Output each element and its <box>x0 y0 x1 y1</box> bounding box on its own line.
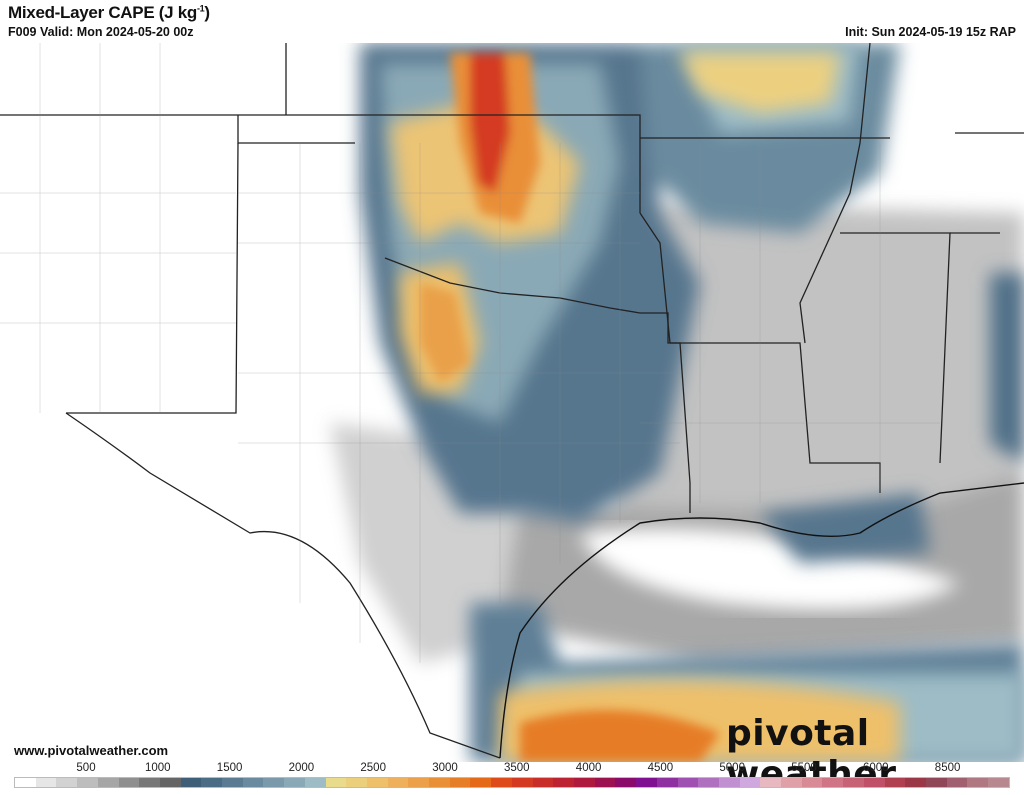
colorbar-swatch <box>139 778 160 787</box>
colorbar-swatch <box>739 778 761 787</box>
colorbar-swatch <box>449 778 471 787</box>
colorbar-label: 3000 <box>432 762 458 774</box>
colorbar-swatch <box>366 778 388 787</box>
colorbar-swatch <box>263 778 285 787</box>
state-borders <box>0 43 1024 759</box>
colorbar-swatch <box>429 778 450 787</box>
colorbar-swatch <box>573 778 595 787</box>
colorbar-swatch <box>781 778 802 787</box>
valid-time: F009 Valid: Mon 2024-05-20 00z <box>8 25 194 39</box>
colorbar-swatch <box>242 778 264 787</box>
colorbar-swatch <box>843 778 864 787</box>
colorbar-swatch <box>387 778 409 787</box>
colorbar-swatch <box>470 778 492 787</box>
colorbar-swatch <box>801 778 823 787</box>
colorbar-swatch <box>222 778 243 787</box>
county-lines <box>0 43 940 663</box>
colorbar-label: 2000 <box>288 762 315 774</box>
pivotal-weather-logo: pivotal weather <box>726 713 897 795</box>
colorbar-swatch <box>553 778 574 787</box>
colorbar-swatch <box>408 778 430 787</box>
colorbar-swatch <box>532 778 554 787</box>
gulf-coastline <box>499 482 1024 759</box>
colorbar-swatch <box>284 778 305 787</box>
colorbar-swatch <box>35 778 57 787</box>
colorbar-label: 1500 <box>216 762 243 774</box>
colorbar <box>14 777 1010 788</box>
colorbar-swatch <box>97 778 119 787</box>
colorbar-swatch <box>677 778 699 787</box>
colorbar-swatch <box>491 778 512 787</box>
init-time: Init: Sun 2024-05-19 15z RAP <box>845 25 1016 39</box>
colorbar-swatch <box>967 778 989 787</box>
colorbar-swatch <box>822 778 844 787</box>
colorbar-label: 8500 <box>934 762 961 774</box>
colorbar-swatch <box>988 778 1009 787</box>
title-close: ) <box>204 3 210 22</box>
colorbar-label: 5000 <box>719 762 745 774</box>
colorbar-swatch <box>201 778 223 787</box>
colorbar-label: 4500 <box>647 762 674 774</box>
colorbar-swatch <box>346 778 367 787</box>
colorbar-label: 6000 <box>863 762 889 774</box>
colorbar-swatch <box>180 778 202 787</box>
colorbar-swatch <box>925 778 947 787</box>
colorbar-swatch <box>946 778 968 787</box>
title-superscript: -1 <box>196 3 205 14</box>
colorbar-swatch <box>760 778 782 787</box>
colorbar-label: 4000 <box>575 762 602 774</box>
colorbar-swatch <box>594 778 616 787</box>
colorbar-swatch <box>884 778 906 787</box>
colorbar-swatch <box>511 778 533 787</box>
colorbar-label: 5500 <box>791 762 817 774</box>
colorbar-swatch <box>718 778 740 787</box>
colorbar-label: 3500 <box>504 762 530 774</box>
colorbar-swatch <box>636 778 657 787</box>
colorbar-label: 2500 <box>360 762 386 774</box>
colorbar-labels: 500 1000 1500 2000 2500 3000 3500 4000 4500 5000 5… <box>0 762 1024 776</box>
colorbar-swatch <box>304 778 326 787</box>
colorbar-swatch <box>615 778 637 787</box>
cape-map <box>0 43 1024 762</box>
colorbar-label: 1000 <box>145 762 171 774</box>
colorbar-swatch <box>15 778 36 787</box>
colorbar-swatch <box>118 778 140 787</box>
colorbar-swatch <box>656 778 678 787</box>
colorbar-swatch <box>698 778 719 787</box>
website-url[interactable]: www.pivotalweather.com <box>14 743 169 758</box>
colorbar-swatch <box>863 778 885 787</box>
colorbar-swatch <box>56 778 78 787</box>
colorbar-swatch <box>77 778 98 787</box>
colorbar-swatch <box>905 778 926 787</box>
map-title: Mixed-Layer CAPE (J kg-1) <box>8 3 210 23</box>
colorbar-swatch <box>159 778 181 787</box>
colorbar-label: 500 <box>76 762 96 774</box>
title-text: Mixed-Layer CAPE (J kg <box>8 3 197 22</box>
colorbar-swatch <box>325 778 347 787</box>
